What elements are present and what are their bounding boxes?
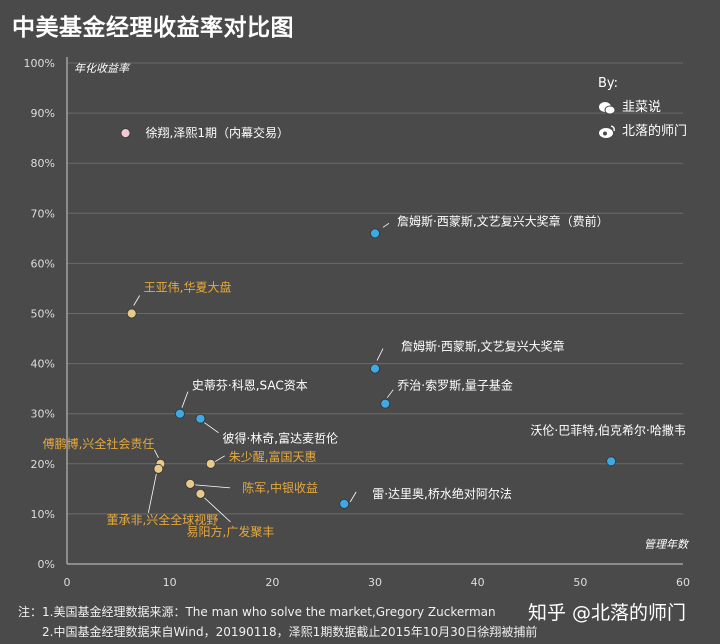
y-tick-label: 20% xyxy=(31,458,55,471)
y-tick-label: 90% xyxy=(31,107,55,120)
x-tick-label: 50 xyxy=(573,576,587,589)
data-point xyxy=(120,128,131,139)
byline-row-1: 韭菜说 xyxy=(598,96,687,120)
data-label: 詹姆斯·西蒙斯,文艺复兴大奖章 xyxy=(401,339,565,354)
label-leader xyxy=(147,473,157,513)
y-axis-title: 年化收益率 xyxy=(74,62,131,75)
label-leader xyxy=(195,484,231,489)
data-point xyxy=(370,228,380,239)
label-leader xyxy=(204,422,219,434)
data-label: 史蒂芬·科恩,SAC资本 xyxy=(192,379,308,393)
label-leader xyxy=(133,295,141,306)
data-label: 徐翔,泽熙1期（内幕交易） xyxy=(146,125,289,140)
data-point xyxy=(195,413,206,424)
data-label: 乔治·索罗斯,量子基金 xyxy=(397,378,513,393)
data-label: 朱少醒,富国天惠 xyxy=(229,449,317,464)
data-label: 王亚伟,华夏大盘 xyxy=(144,280,232,295)
x-tick-label: 40 xyxy=(471,576,485,589)
y-tick-label: 0% xyxy=(38,558,55,571)
x-tick-label: 60 xyxy=(676,576,690,589)
byline: By: 韭菜说 北落的师门 xyxy=(598,72,687,144)
weibo-icon xyxy=(599,125,615,138)
y-tick-label: 70% xyxy=(31,207,55,220)
x-tick-label: 30 xyxy=(368,576,382,589)
y-tick-label: 10% xyxy=(31,508,55,521)
y-tick-label: 80% xyxy=(31,157,55,170)
y-tick-label: 40% xyxy=(31,358,55,371)
data-label: 雷·达里奥,桥水绝对阿尔法 xyxy=(372,486,512,501)
y-tick-label: 50% xyxy=(31,308,55,321)
page-title: 中美基金经理收益率对比图 xyxy=(12,15,294,41)
data-label: 董承非,兴全全球视野 xyxy=(106,512,218,527)
data-label: 傅鹏博,兴全社会责任 xyxy=(43,436,155,451)
data-point xyxy=(339,498,350,509)
x-tick-label: 20 xyxy=(265,576,279,589)
y-tick-label: 30% xyxy=(31,408,55,421)
y-tick-label: 100% xyxy=(24,57,55,70)
wechat-icon xyxy=(599,102,616,115)
byline-by: By: xyxy=(598,76,619,91)
data-label: 詹姆斯·西蒙斯,文艺复兴大奖章（费前） xyxy=(397,213,609,228)
data-point xyxy=(175,408,185,419)
note-2: 2.中国基金经理数据来自Wind，20190118，泽熙1期数据截止2015年1… xyxy=(42,625,538,639)
notes: 注：1.美国基金经理数据来源：The man who solve the mar… xyxy=(18,602,537,642)
byline-wechat-name: 韭菜说 xyxy=(622,100,662,115)
data-point xyxy=(153,463,164,474)
note-1: 注：1.美国基金经理数据来源：The man who solve the mar… xyxy=(18,605,496,619)
y-tick-label: 60% xyxy=(31,257,55,270)
x-tick-label: 10 xyxy=(163,576,177,589)
data-point xyxy=(380,398,391,409)
data-point xyxy=(370,363,380,374)
data-label: 沃伦·巴菲特,伯克希尔·哈撒韦 xyxy=(530,422,685,437)
label-leader xyxy=(386,389,394,398)
label-leader xyxy=(349,491,357,503)
data-point xyxy=(606,456,617,467)
label-leader xyxy=(376,348,384,361)
byline-row-2: 北落的师门 xyxy=(598,120,687,144)
label-leader xyxy=(214,455,225,463)
x-tick-label: 0 xyxy=(64,576,71,589)
data-point xyxy=(205,458,216,469)
zhihu-watermark: 知乎 @北落的师门 xyxy=(528,602,687,624)
data-point xyxy=(195,488,206,499)
label-leader xyxy=(154,449,159,458)
label-leader xyxy=(204,497,231,523)
data-point xyxy=(126,308,137,319)
data-label: 易阳方,广发聚丰 xyxy=(187,524,275,539)
data-label: 彼得·林奇,富达麦哲伦 xyxy=(222,431,338,446)
label-leader xyxy=(382,223,390,228)
label-leader xyxy=(181,391,189,408)
x-axis-title: 管理年数 xyxy=(644,538,690,551)
byline-weibo-name: 北落的师门 xyxy=(622,124,688,139)
data-point xyxy=(185,478,196,489)
data-label: 陈军,中银收益 xyxy=(242,480,318,495)
